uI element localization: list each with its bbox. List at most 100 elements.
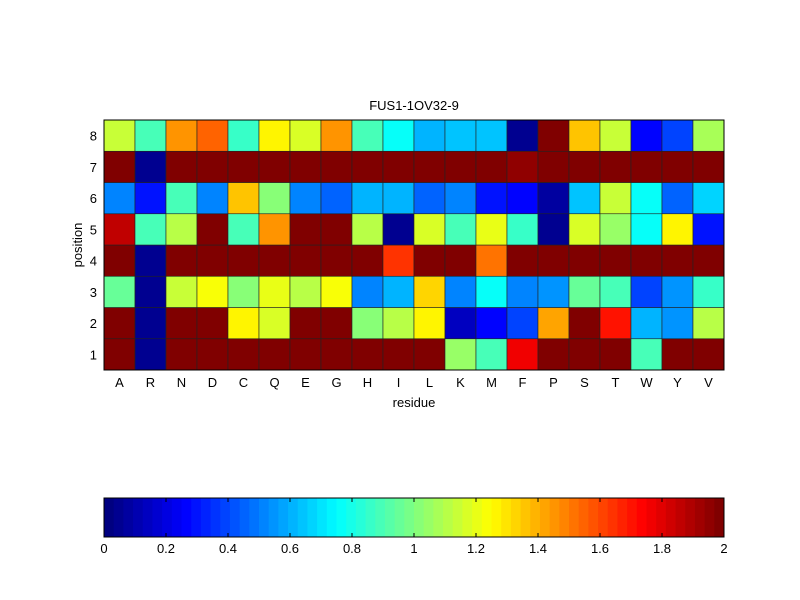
heatmap-cell (258, 244, 291, 277)
heatmap-cell (227, 213, 260, 246)
colorbar-tick-label: 0.8 (343, 541, 361, 556)
colorbar-tick-label: 0.4 (219, 541, 237, 556)
heatmap-cell (661, 182, 694, 215)
heatmap-cell (413, 244, 446, 277)
colorbar-swatch (326, 498, 337, 537)
heatmap-cell (196, 213, 229, 246)
heatmap-cell (103, 307, 136, 340)
heatmap-cell (506, 338, 539, 371)
heatmap-cell (196, 182, 229, 215)
colorbar-swatch (394, 498, 405, 537)
heatmap-cell (661, 307, 694, 340)
heatmap-cell (506, 182, 539, 215)
y-tick-label: 6 (90, 191, 97, 206)
heatmap-cell (258, 275, 291, 308)
heatmap-cell (320, 182, 353, 215)
heatmap-cell (692, 244, 725, 277)
heatmap-cell (537, 213, 570, 246)
heatmap-cell (382, 338, 415, 371)
colorbar-swatch (162, 498, 173, 537)
heatmap-cell (537, 244, 570, 277)
heatmap-cell (661, 213, 694, 246)
colorbar-swatch (239, 498, 250, 537)
heatmap-cell (134, 150, 167, 183)
heatmap-cell (475, 213, 508, 246)
heatmap-cell (661, 244, 694, 277)
heatmap-cell (599, 150, 632, 183)
x-tick-label: S (580, 375, 589, 390)
heatmap-cell (475, 275, 508, 308)
x-tick-label: Y (673, 375, 682, 390)
heatmap-cell (568, 275, 601, 308)
heatmap-cell (506, 244, 539, 277)
colorbar-swatch (288, 498, 299, 537)
heatmap-cell (661, 150, 694, 183)
heatmap-cell (320, 275, 353, 308)
heatmap-cell (258, 119, 291, 152)
heatmap-cell (134, 307, 167, 340)
heatmap-cell (103, 182, 136, 215)
heatmap-cell (351, 244, 384, 277)
x-tick-label: P (549, 375, 558, 390)
colorbar-swatch (520, 498, 531, 537)
x-tick-label: I (397, 375, 401, 390)
heatmap-cell (475, 182, 508, 215)
y-tick-label: 8 (90, 129, 97, 144)
y-tick-label: 1 (90, 347, 97, 362)
heatmap-cell (568, 150, 601, 183)
heatmap-cell (227, 307, 260, 340)
heatmap-cell (537, 182, 570, 215)
heatmap-cell (661, 119, 694, 152)
heatmap-cell (351, 119, 384, 152)
heatmap-cell (599, 213, 632, 246)
heatmap-cell (630, 213, 663, 246)
heatmap-cell (413, 150, 446, 183)
heatmap-cell (475, 338, 508, 371)
heatmap-cell (289, 244, 322, 277)
colorbar-tick-label: 0.6 (281, 541, 299, 556)
colorbar-swatch (675, 498, 686, 537)
y-tick-label: 2 (90, 316, 97, 331)
heatmap-cell (444, 275, 477, 308)
colorbar-tick-label: 1.8 (653, 541, 671, 556)
heatmap-cell (196, 244, 229, 277)
colorbar-swatch (404, 498, 415, 537)
colorbar-swatch (336, 498, 347, 537)
colorbar-tick-label: 1.2 (467, 541, 485, 556)
colorbar-swatch (704, 498, 715, 537)
colorbar-swatch (133, 498, 144, 537)
heatmap-cell (227, 244, 260, 277)
heatmap-cell (103, 119, 136, 152)
heatmap-cell (289, 338, 322, 371)
colorbar-swatch (365, 498, 376, 537)
heatmap-cell (692, 213, 725, 246)
heatmap-cell (444, 119, 477, 152)
heatmap-cell (692, 150, 725, 183)
heatmap-cell (506, 213, 539, 246)
colorbar-swatch (491, 498, 502, 537)
colorbar-swatch (142, 498, 153, 537)
heatmap-cell (506, 275, 539, 308)
heatmap-cell (382, 119, 415, 152)
colorbar-swatch (104, 498, 115, 537)
x-tick-label: F (519, 375, 527, 390)
colorbar-tick-labels: 0 0.2 0.4 0.6 0.8 1 1.2 1.4 1.6 1.8 2 (100, 498, 728, 556)
colorbar-swatch (346, 498, 357, 537)
heatmap-cell (227, 182, 260, 215)
colorbar-swatch (627, 498, 638, 537)
heatmap-cell (289, 213, 322, 246)
heatmap-cell (599, 119, 632, 152)
heatmap-cell (382, 150, 415, 183)
heatmap-cell (382, 307, 415, 340)
colorbar-tick-label: 1 (410, 541, 417, 556)
colorbar-swatch (569, 498, 580, 537)
heatmap-cell (227, 150, 260, 183)
heatmap-cell (134, 275, 167, 308)
colorbar-swatch (113, 498, 124, 537)
x-tick-label: N (177, 375, 186, 390)
heatmap-cell (568, 213, 601, 246)
colorbar-swatch (152, 498, 163, 537)
heatmap-cell (320, 150, 353, 183)
heatmap-cell (444, 213, 477, 246)
